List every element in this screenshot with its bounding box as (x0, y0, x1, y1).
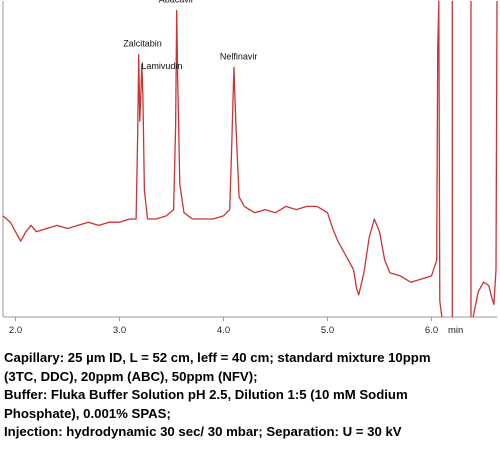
series-layer (2, 0, 498, 318)
peak-label: Lamivudin (141, 61, 182, 71)
x-tick-label: 4.0 (217, 325, 230, 336)
peak-label-layer: Zalcitabin Lamivudin Abacavir Nelfinavir (123, 0, 257, 71)
peak-label: Zalcitabin (123, 39, 162, 49)
caption-line: Injection: hydrodynamic 30 sec/ 30 mbar;… (4, 424, 402, 440)
peak-label: Abacavir (159, 0, 194, 5)
x-tick-label: 2.0 (9, 325, 22, 336)
x-axis-unit-label: min (448, 325, 463, 336)
peak-label: Nelfinavir (220, 51, 258, 61)
signal-trace-segment (2, 0, 443, 318)
signal-trace-segment (472, 0, 498, 318)
caption-line: Capillary: 25 µm ID, L = 52 cm, leff = 4… (4, 350, 431, 365)
x-tick-label: 3.0 (113, 325, 126, 336)
figure-caption: Capillary: 25 µm ID, L = 52 cm, leff = 4… (4, 349, 496, 442)
x-tick-label: 6.0 (425, 325, 438, 336)
caption-line: (3TC, DDC), 20ppm (ABC), 50ppm (NFV); (4, 368, 258, 384)
x-tick-layer: 2.0 3.0 4.0 5.0 6.0 (9, 317, 438, 336)
electropherogram-chart: Zalcitabin Lamivudin Abacavir Nelfinavir 2.… (2, 0, 498, 336)
x-tick-label: 5.0 (321, 325, 334, 336)
caption-line: Buffer: Fluka Buffer Solution pH 2.5, Di… (4, 387, 408, 403)
caption-line: Phosphate), 0.001% SPAS; (4, 405, 171, 421)
